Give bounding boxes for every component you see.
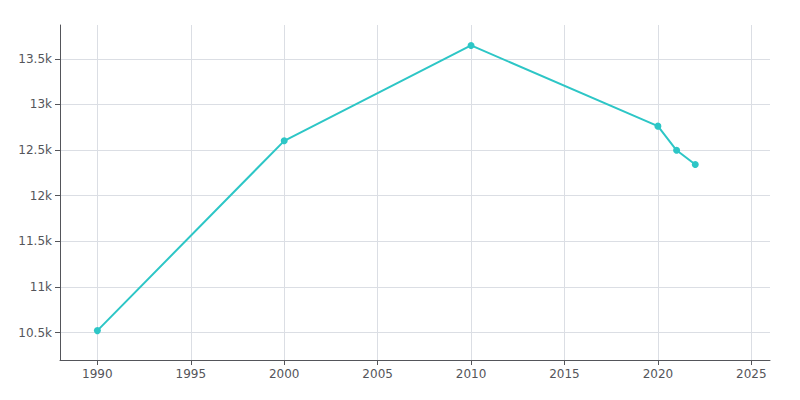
svg-text:1990: 1990 bbox=[82, 367, 113, 381]
svg-text:2020: 2020 bbox=[643, 367, 674, 381]
svg-text:2000: 2000 bbox=[269, 367, 300, 381]
svg-text:2005: 2005 bbox=[362, 367, 393, 381]
svg-text:13k: 13k bbox=[30, 97, 52, 111]
svg-text:10.5k: 10.5k bbox=[18, 326, 52, 340]
svg-text:11k: 11k bbox=[30, 280, 52, 294]
svg-text:12.5k: 12.5k bbox=[18, 143, 52, 157]
svg-text:13.5k: 13.5k bbox=[18, 52, 52, 66]
svg-text:1995: 1995 bbox=[176, 367, 207, 381]
svg-text:11.5k: 11.5k bbox=[18, 234, 52, 248]
svg-text:12k: 12k bbox=[30, 189, 52, 203]
svg-text:2010: 2010 bbox=[456, 367, 487, 381]
svg-text:2015: 2015 bbox=[549, 367, 580, 381]
svg-text:2025: 2025 bbox=[736, 367, 767, 381]
